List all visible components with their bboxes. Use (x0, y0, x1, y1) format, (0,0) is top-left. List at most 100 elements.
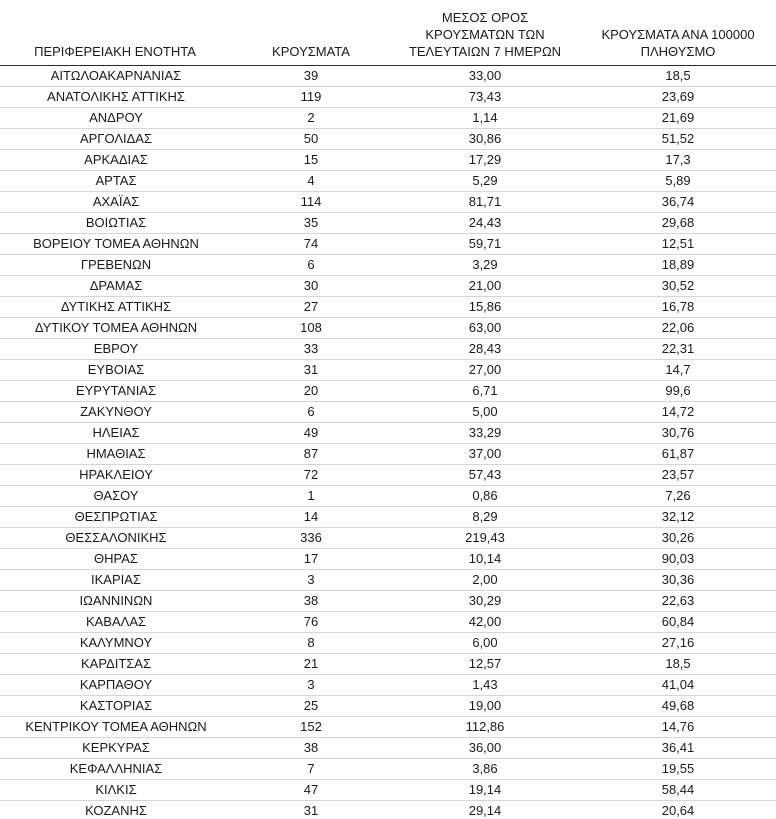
table-row: ΒΟΙΩΤΙΑΣ 35 24,43 29,68 (0, 212, 776, 234)
cases-cell: 119 (232, 86, 390, 108)
per100k-cell: 14,72 (580, 401, 776, 423)
avg7-cell: 73,43 (390, 86, 580, 108)
cases-cell: 7 (232, 758, 390, 780)
per100k-cell: 36,41 (580, 737, 776, 759)
per100k-cell: 17,3 (580, 149, 776, 171)
avg7-cell: 36,00 (390, 737, 580, 759)
table-row: ΒΟΡΕΙΟΥ ΤΟΜΕΑ ΑΘΗΝΩΝ 74 59,71 12,51 (0, 233, 776, 255)
avg7-cell: 10,14 (390, 548, 580, 570)
avg7-cell: 19,00 (390, 695, 580, 717)
avg7-cell: 33,00 (390, 65, 580, 87)
per100k-cell: 22,63 (580, 590, 776, 612)
table-row: ΘΗΡΑΣ 17 10,14 90,03 (0, 548, 776, 570)
region-cell: ΗΛΕΙΑΣ (0, 422, 232, 444)
region-cell: ΔΥΤΙΚΟΥ ΤΟΜΕΑ ΑΘΗΝΩΝ (0, 317, 232, 339)
table-row: ΔΥΤΙΚΗΣ ΑΤΤΙΚΗΣ 27 15,86 16,78 (0, 296, 776, 318)
avg7-cell: 5,29 (390, 170, 580, 192)
table-row: ΔΥΤΙΚΟΥ ΤΟΜΕΑ ΑΘΗΝΩΝ 108 63,00 22,06 (0, 317, 776, 339)
region-cell: ΚΑΣΤΟΡΙΑΣ (0, 695, 232, 717)
header-per100k: ΚΡΟΥΣΜΑΤΑ ΑΝΑ 100000 ΠΛΗΘΥΣΜΟ (580, 0, 776, 66)
table-row: ΘΑΣΟΥ 1 0,86 7,26 (0, 485, 776, 507)
per100k-cell: 18,5 (580, 65, 776, 87)
avg7-cell: 6,71 (390, 380, 580, 402)
avg7-cell: 27,00 (390, 359, 580, 381)
region-cell: ΚΕΦΑΛΛΗΝΙΑΣ (0, 758, 232, 780)
cases-cell: 50 (232, 128, 390, 150)
cases-cell: 76 (232, 611, 390, 633)
cases-cell: 4 (232, 170, 390, 192)
avg7-cell: 112,86 (390, 716, 580, 738)
table-row: ΘΕΣΣΑΛΟΝΙΚΗΣ 336 219,43 30,26 (0, 527, 776, 549)
avg7-cell: 12,57 (390, 653, 580, 675)
avg7-cell: 2,00 (390, 569, 580, 591)
per100k-cell: 36,74 (580, 191, 776, 213)
region-cell: ΘΗΡΑΣ (0, 548, 232, 570)
avg7-cell: 63,00 (390, 317, 580, 339)
cases-cell: 20 (232, 380, 390, 402)
per100k-cell: 18,5 (580, 653, 776, 675)
region-cell: ΚΑΛΥΜΝΟΥ (0, 632, 232, 654)
avg7-cell: 6,00 (390, 632, 580, 654)
avg7-cell: 17,29 (390, 149, 580, 171)
avg7-cell: 81,71 (390, 191, 580, 213)
table-row: ΘΕΣΠΡΩΤΙΑΣ 14 8,29 32,12 (0, 506, 776, 528)
region-cell: ΘΕΣΠΡΩΤΙΑΣ (0, 506, 232, 528)
region-cell: ΑΙΤΩΛΟΑΚΑΡΝΑΝΙΑΣ (0, 65, 232, 87)
per100k-cell: 5,89 (580, 170, 776, 192)
cases-cell: 21 (232, 653, 390, 675)
cases-cell: 27 (232, 296, 390, 318)
region-cell: ΔΥΤΙΚΗΣ ΑΤΤΙΚΗΣ (0, 296, 232, 318)
table-row: ΚΑΛΥΜΝΟΥ 8 6,00 27,16 (0, 632, 776, 654)
region-cell: ΑΝΑΤΟΛΙΚΗΣ ΑΤΤΙΚΗΣ (0, 86, 232, 108)
cases-cell: 6 (232, 254, 390, 276)
table-row: ΚΑΡΔΙΤΣΑΣ 21 12,57 18,5 (0, 653, 776, 675)
table-row: ΚΑΣΤΟΡΙΑΣ 25 19,00 49,68 (0, 695, 776, 717)
region-cell: ΒΟΙΩΤΙΑΣ (0, 212, 232, 234)
cases-cell: 72 (232, 464, 390, 486)
region-cell: ΗΜΑΘΙΑΣ (0, 443, 232, 465)
region-cell: ΚΑΡΠΑΘΟΥ (0, 674, 232, 696)
avg7-cell: 30,86 (390, 128, 580, 150)
per100k-cell: 18,89 (580, 254, 776, 276)
cases-cell: 38 (232, 737, 390, 759)
region-cell: ΘΑΣΟΥ (0, 485, 232, 507)
per100k-cell: 99,6 (580, 380, 776, 402)
header-row: ΠΕΡΙΦΕΡΕΙΑΚΗ ΕΝΟΤΗΤΑ ΚΡΟΥΣΜΑΤΑ ΜΕΣΟΣ ΟΡΟ… (0, 0, 776, 66)
region-cell: ΚΟΖΑΝΗΣ (0, 800, 232, 819)
per100k-cell: 90,03 (580, 548, 776, 570)
cases-cell: 2 (232, 107, 390, 129)
region-cell: ΖΑΚΥΝΘΟΥ (0, 401, 232, 423)
header-cases: ΚΡΟΥΣΜΑΤΑ (232, 0, 390, 66)
avg7-cell: 8,29 (390, 506, 580, 528)
region-cell: ΑΧΑΪΑΣ (0, 191, 232, 213)
region-cell: ΑΡΚΑΔΙΑΣ (0, 149, 232, 171)
table-row: ΚΕΡΚΥΡΑΣ 38 36,00 36,41 (0, 737, 776, 759)
avg7-cell: 19,14 (390, 779, 580, 801)
avg7-cell: 28,43 (390, 338, 580, 360)
cases-cell: 31 (232, 800, 390, 819)
avg7-cell: 30,29 (390, 590, 580, 612)
per100k-cell: 29,68 (580, 212, 776, 234)
region-cell: ΚΑΒΑΛΑΣ (0, 611, 232, 633)
region-cell: ΕΥΡΥΤΑΝΙΑΣ (0, 380, 232, 402)
region-cell: ΚΑΡΔΙΤΣΑΣ (0, 653, 232, 675)
avg7-cell: 5,00 (390, 401, 580, 423)
cases-cell: 1 (232, 485, 390, 507)
region-cell: ΑΝΔΡΟΥ (0, 107, 232, 129)
avg7-cell: 57,43 (390, 464, 580, 486)
table-row: ΑΝΔΡΟΥ 2 1,14 21,69 (0, 107, 776, 129)
per100k-cell: 19,55 (580, 758, 776, 780)
cases-cell: 33 (232, 338, 390, 360)
cases-cell: 49 (232, 422, 390, 444)
avg7-cell: 1,14 (390, 107, 580, 129)
region-cell: ΗΡΑΚΛΕΙΟΥ (0, 464, 232, 486)
table-row: ΗΛΕΙΑΣ 49 33,29 30,76 (0, 422, 776, 444)
table-row: ΚΕΦΑΛΛΗΝΙΑΣ 7 3,86 19,55 (0, 758, 776, 780)
per100k-cell: 30,52 (580, 275, 776, 297)
region-cell: ΑΡΤΑΣ (0, 170, 232, 192)
region-cell: ΑΡΓΟΛΙΔΑΣ (0, 128, 232, 150)
cases-cell: 25 (232, 695, 390, 717)
per100k-cell: 61,87 (580, 443, 776, 465)
table-row: ΙΩΑΝΝΙΝΩΝ 38 30,29 22,63 (0, 590, 776, 612)
